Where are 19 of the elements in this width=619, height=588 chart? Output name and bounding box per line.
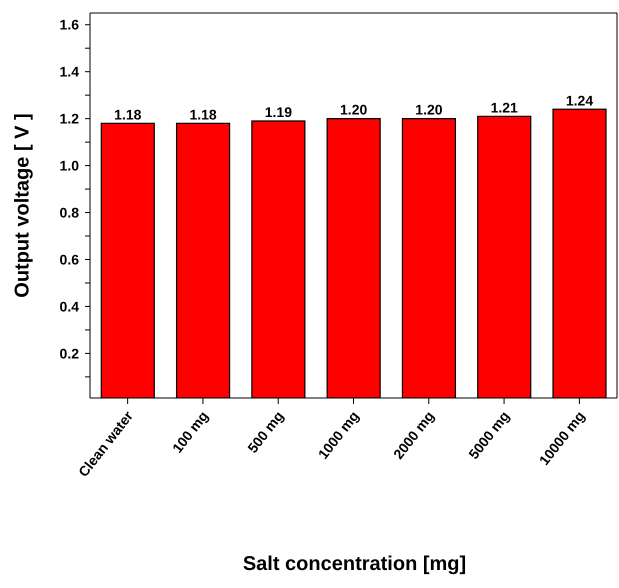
data-label: 1.19 [264, 104, 292, 120]
y-tick-label: 0.4 [60, 298, 80, 314]
y-tick-label: 1.6 [60, 16, 80, 33]
x-axis-title: Salt concentration [mg] [242, 553, 468, 576]
data-label: 1.20 [340, 102, 368, 118]
y-tick-label: 1.2 [60, 110, 80, 127]
data-label: 1.20 [415, 102, 443, 118]
y-tick-label: 0.6 [60, 251, 80, 268]
y-tick-label: 0.8 [60, 204, 80, 221]
y-tick-label: 0.2 [60, 345, 80, 362]
y-tick-label: 1.4 [60, 64, 80, 80]
data-label: 1.18 [189, 106, 217, 122]
data-label: 1.24 [566, 92, 594, 108]
x-tick-label: 500 mg [244, 408, 287, 456]
data-label: 1.21 [490, 99, 518, 116]
y-tick-label: 1.0 [60, 158, 80, 174]
data-label: 1.18 [114, 106, 142, 122]
y-axis-title: Output voltage [ V ] [12, 113, 34, 298]
x-tick-label: 100 mg [168, 408, 212, 456]
